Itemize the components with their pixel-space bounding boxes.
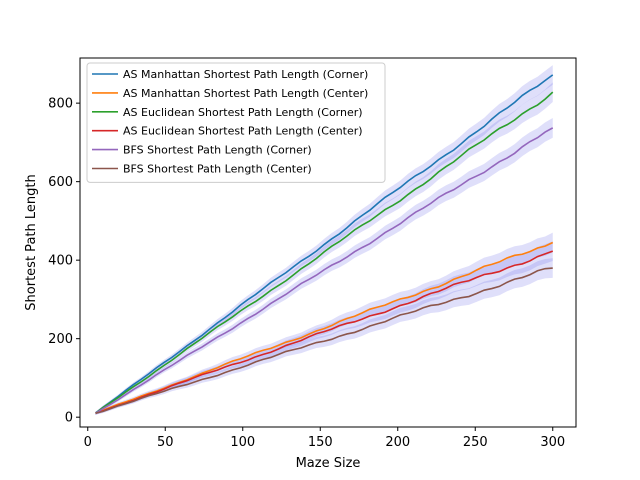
confidence-band-2 <box>95 232 553 415</box>
legend-entry-label: AS Manhattan Shortest Path Length (Cente… <box>123 87 368 100</box>
y-tick-label: 0 <box>65 411 73 426</box>
x-axis-label: Maze Size <box>296 456 361 471</box>
x-tick-label: 200 <box>385 435 410 450</box>
legend-entry-label: AS Manhattan Shortest Path Length (Corne… <box>123 68 368 81</box>
x-tick-label: 0 <box>84 435 92 450</box>
x-tick-label: 100 <box>230 435 255 450</box>
series-line-3 <box>95 91 554 414</box>
x-tick-label: 50 <box>157 435 174 450</box>
x-tick-label: 150 <box>308 435 333 450</box>
legend: AS Manhattan Shortest Path Length (Corne… <box>86 62 386 183</box>
plot-area-frame <box>79 57 577 428</box>
legend-entry-label: AS Euclidean Shortest Path Length (Cente… <box>123 125 363 138</box>
y-tick-label: 600 <box>48 175 73 190</box>
y-axis-label: Shortest Path Length <box>24 174 39 310</box>
y-axis-ticks: 0 200 400 600 800 <box>48 97 80 426</box>
x-axis-ticks: 0 50 100 150 200 250 300 <box>84 427 565 450</box>
confidence-band-6 <box>95 258 553 415</box>
series-line-5 <box>95 127 554 414</box>
series-line-4 <box>95 250 554 415</box>
y-tick-label: 200 <box>48 332 73 347</box>
series-line-6 <box>95 267 553 415</box>
legend-entry-label: AS Euclidean Shortest Path Length (Corne… <box>123 106 363 119</box>
x-tick-label: 300 <box>540 435 565 450</box>
series-lines <box>95 74 554 415</box>
series-line-1 <box>95 74 554 414</box>
legend-entry-label: BFS Shortest Path Length (Corner) <box>123 144 312 157</box>
confidence-band-5 <box>95 118 553 415</box>
legend-box <box>86 62 386 183</box>
y-tick-label: 800 <box>48 97 73 112</box>
y-tick-label: 400 <box>48 254 73 269</box>
confidence-band-1 <box>95 65 553 415</box>
x-tick-label: 250 <box>463 435 488 450</box>
legend-entry-label: BFS Shortest Path Length (Center) <box>123 163 312 176</box>
